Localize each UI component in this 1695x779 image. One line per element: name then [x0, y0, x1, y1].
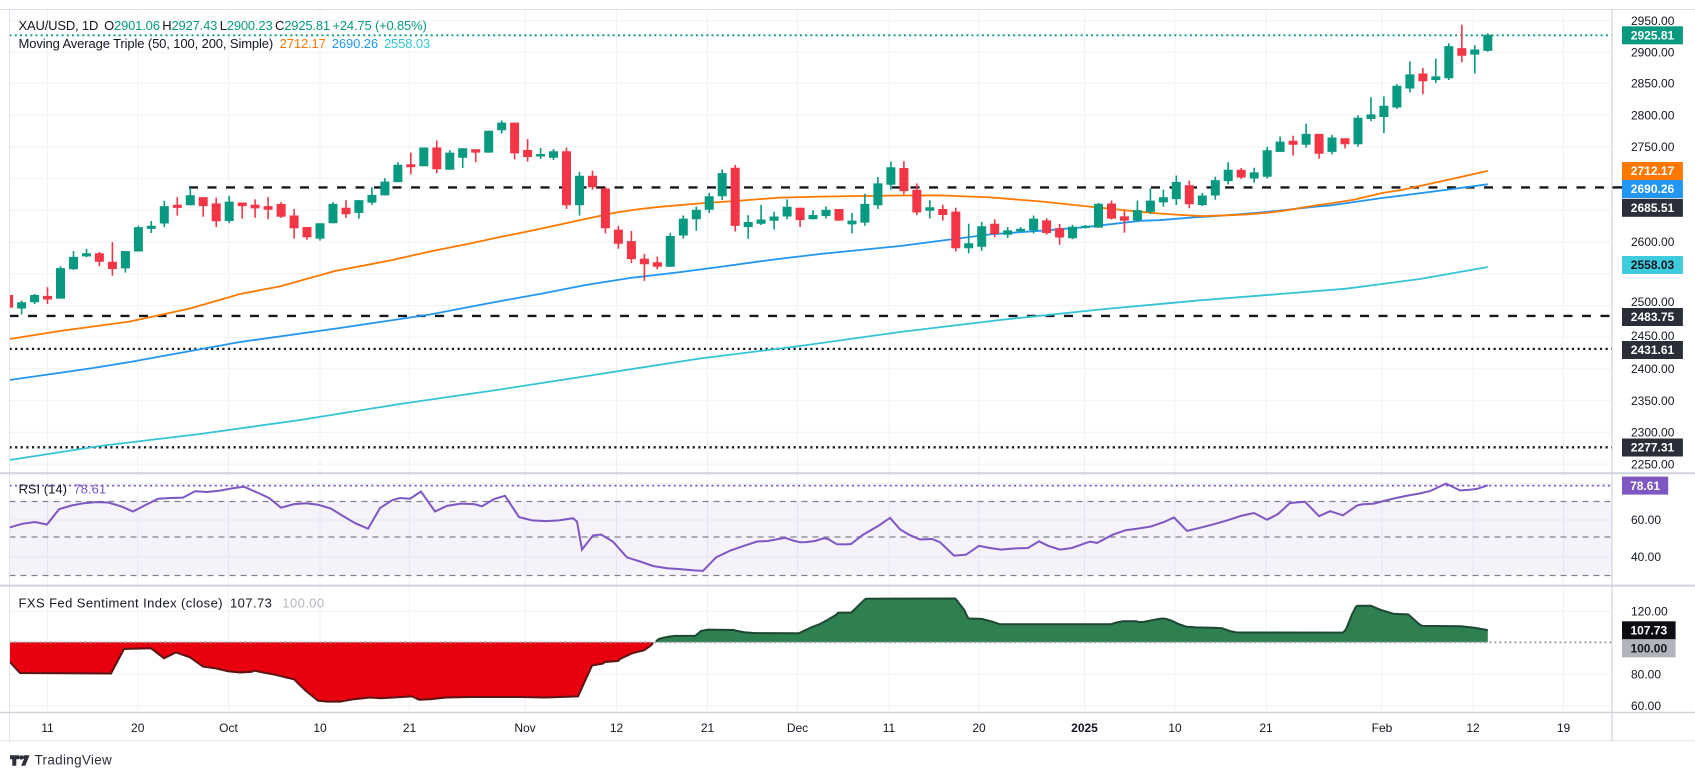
svg-text:Oct: Oct: [219, 721, 238, 735]
svg-text:11: 11: [41, 721, 54, 735]
svg-text:19: 19: [1557, 721, 1571, 735]
svg-text:2690.26: 2690.26: [1631, 182, 1675, 196]
svg-text:2350.00: 2350.00: [1631, 394, 1675, 408]
svg-text:2250.00: 2250.00: [1631, 457, 1675, 471]
svg-text:78.61: 78.61: [1630, 479, 1660, 493]
svg-text:2685.51: 2685.51: [1631, 201, 1675, 215]
svg-text:20: 20: [131, 721, 145, 735]
svg-text:20: 20: [972, 721, 986, 735]
svg-text:120.00: 120.00: [1631, 605, 1668, 619]
svg-text:21: 21: [701, 721, 715, 735]
svg-text:2712.17: 2712.17: [1631, 164, 1675, 178]
svg-text:2300.00: 2300.00: [1631, 426, 1675, 440]
svg-text:2900.00: 2900.00: [1631, 46, 1675, 60]
svg-text:10: 10: [313, 721, 327, 735]
svg-text:2277.31: 2277.31: [1631, 441, 1675, 455]
svg-text:2400.00: 2400.00: [1631, 362, 1675, 376]
svg-text:Dec: Dec: [787, 721, 808, 735]
svg-text:2800.00: 2800.00: [1631, 108, 1675, 122]
svg-text:21: 21: [403, 721, 417, 735]
svg-text:10: 10: [1168, 721, 1182, 735]
svg-text:FXS Fed Sentiment Index (close: FXS Fed Sentiment Index (close) 107.73 100…: [19, 596, 325, 611]
svg-text:100.00: 100.00: [1630, 642, 1667, 656]
svg-text:TradingView: TradingView: [35, 753, 113, 768]
svg-text:107.73: 107.73: [1630, 624, 1667, 638]
svg-text:2431.61: 2431.61: [1631, 343, 1675, 357]
svg-text:2500.00: 2500.00: [1631, 295, 1675, 309]
svg-text:2850.00: 2850.00: [1631, 77, 1675, 91]
svg-text:2950.00: 2950.00: [1631, 14, 1675, 28]
svg-text:12: 12: [610, 721, 624, 735]
svg-text:Moving Average Triple (50, 100: Moving Average Triple (50, 100, 200, Sim…: [19, 36, 431, 51]
svg-text:2750.00: 2750.00: [1631, 140, 1675, 154]
svg-text:40.00: 40.00: [1631, 550, 1661, 564]
svg-text:60.00: 60.00: [1631, 699, 1661, 713]
svg-text:2483.75: 2483.75: [1631, 310, 1675, 324]
svg-text:11: 11: [883, 721, 896, 735]
svg-text:2558.03: 2558.03: [1631, 258, 1675, 272]
svg-text:2600.00: 2600.00: [1631, 235, 1675, 249]
svg-text:Feb: Feb: [1372, 721, 1393, 735]
svg-text:2925.81: 2925.81: [1631, 29, 1675, 43]
svg-text:12: 12: [1466, 721, 1480, 735]
svg-text:2025: 2025: [1071, 721, 1098, 735]
svg-text:RSI (14) 78.61: RSI (14) 78.61: [19, 482, 107, 497]
svg-text:80.00: 80.00: [1631, 668, 1661, 682]
svg-text:60.00: 60.00: [1631, 513, 1661, 527]
svg-text:2450.00: 2450.00: [1631, 329, 1675, 343]
svg-text:21: 21: [1259, 721, 1273, 735]
svg-text:Nov: Nov: [514, 721, 535, 735]
